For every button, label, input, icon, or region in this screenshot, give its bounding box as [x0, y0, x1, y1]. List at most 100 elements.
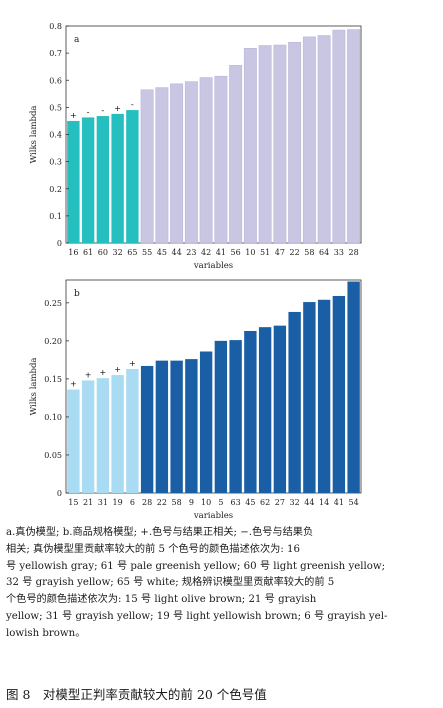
y-tick-label: 0.4	[49, 131, 62, 140]
bar	[214, 340, 228, 493]
y-tick-label: 0	[57, 239, 62, 248]
bar	[229, 65, 243, 244]
x-tick-label: 28	[349, 248, 359, 257]
bar	[140, 89, 154, 244]
y-tick-label: 0.10	[44, 413, 62, 422]
plot-frame	[65, 25, 362, 244]
x-tick-label: 51	[260, 248, 270, 257]
bar	[244, 330, 257, 493]
bar	[185, 359, 198, 493]
bar	[243, 47, 257, 244]
bar	[126, 110, 139, 244]
bar	[303, 302, 316, 493]
bar	[347, 281, 360, 493]
x-tick-label: 63	[231, 498, 241, 507]
bar	[96, 378, 110, 493]
x-tick-label: 61	[83, 248, 93, 257]
x-tick-label: 62	[260, 498, 270, 507]
bar	[155, 360, 169, 493]
bar	[317, 299, 331, 493]
bar	[140, 365, 154, 493]
sign-marker: -	[87, 107, 90, 116]
x-tick-label: 21	[83, 498, 93, 507]
x-axis-label: variables	[193, 261, 233, 271]
figure-title: 图 8 对模型正判率贡献较大的前 20 个色号值	[6, 687, 267, 702]
y-tick-label: 0.05	[44, 451, 62, 460]
sign-marker: +	[70, 111, 77, 120]
y-axis-label: Wilks lambda	[29, 105, 39, 163]
x-tick-label: 54	[349, 498, 359, 507]
x-tick-label: 65	[127, 248, 137, 257]
bar	[214, 75, 228, 244]
y-tick-label: 0.1	[49, 212, 62, 221]
y-tick-label: 0.7	[49, 49, 62, 58]
bar	[96, 116, 110, 243]
figure: 16+61-60-32+65-55 45 44 23 42 41 56 10 51 47 22 58 6…	[29, 22, 362, 520]
bar	[273, 325, 287, 493]
x-tick-label: 10	[245, 248, 255, 257]
sign-marker: +	[129, 359, 136, 368]
panel-label: b	[74, 289, 80, 299]
chart-panel-a: 16 +61 - 60 - 32 +65 - 55 45 44 23 42 41 56 10 51 47 22 58 6…	[29, 22, 362, 271]
x-tick-label: 23	[186, 248, 196, 257]
y-tick-label: 0.3	[49, 158, 62, 167]
figure-caption: a.真伪模型; b.商品规格模型; +.色号与结果正相关; −.色号与结果负 相…	[6, 525, 438, 643]
x-tick-label: 10	[201, 498, 211, 507]
sign-marker: +	[85, 370, 92, 379]
x-tick-label: 44	[172, 248, 182, 257]
x-tick-label: 56	[231, 248, 241, 257]
bar	[126, 369, 139, 493]
x-tick-label: 33	[334, 248, 344, 257]
x-tick-label: 41	[216, 248, 226, 257]
panel-label: a	[74, 35, 80, 45]
y-tick-label: 0.15	[44, 375, 62, 384]
caption-line-5: 个色号的颜色描述依次为: 15 号 light olive brown; 21 …	[6, 594, 317, 606]
bar	[111, 113, 124, 243]
x-tick-label: 6	[130, 498, 135, 507]
x-tick-label: 22	[290, 248, 300, 257]
sign-marker: +	[114, 365, 121, 374]
x-tick-label: 28	[142, 498, 152, 507]
bar	[199, 351, 213, 493]
x-tick-label: 44	[304, 498, 314, 507]
caption-line-2: 相关; 真伪模型里贡献率较大的前 5 个色号的颜色描述依次为: 16	[6, 543, 300, 555]
x-tick-label: 15	[68, 498, 78, 507]
y-tick-label: 0	[57, 489, 62, 498]
bar	[288, 311, 301, 493]
bar	[199, 77, 213, 244]
x-tick-label: 42	[201, 248, 211, 257]
x-tick-label: 64	[319, 248, 329, 257]
x-tick-label: 58	[172, 498, 182, 507]
bar	[332, 29, 346, 244]
x-tick-label: 32	[113, 248, 123, 257]
sign-marker: -	[131, 100, 134, 109]
bar	[67, 389, 80, 493]
bar	[258, 327, 272, 493]
caption-line-7: lowish brown。	[6, 627, 86, 639]
x-axis-label: variables	[193, 511, 233, 520]
chart-panel-b: 15 +21 +31 +19 +6 +28 22 58 9 10 5 63 45 62 27 32 44 14 41…	[29, 279, 362, 520]
x-tick-label: 22	[157, 498, 167, 507]
caption-line-1: a.真伪模型; b.商品规格模型; +.色号与结果正相关; −.色号与结果负	[6, 527, 314, 538]
x-tick-label: 19	[113, 498, 123, 507]
bar	[81, 117, 95, 243]
bar	[317, 35, 331, 244]
bar	[347, 29, 361, 244]
x-tick-label: 27	[275, 498, 285, 507]
x-tick-label: 32	[290, 498, 300, 507]
y-tick-label: 0.20	[44, 337, 62, 346]
bar	[111, 375, 124, 493]
y-tick-label: 0.6	[49, 76, 62, 85]
bar	[184, 81, 198, 244]
sign-marker: -	[101, 106, 104, 115]
bar	[155, 87, 169, 244]
bar	[258, 45, 272, 244]
x-tick-label: 55	[142, 248, 152, 257]
bar	[302, 36, 316, 244]
x-tick-label: 60	[98, 248, 108, 257]
bar	[81, 380, 95, 493]
y-tick-label: 0.5	[49, 103, 62, 112]
sign-marker: +	[100, 368, 107, 377]
x-tick-label: 45	[157, 248, 167, 257]
caption-line-6: yellow; 31 号 grayish yellow; 19 号 light …	[6, 610, 388, 622]
